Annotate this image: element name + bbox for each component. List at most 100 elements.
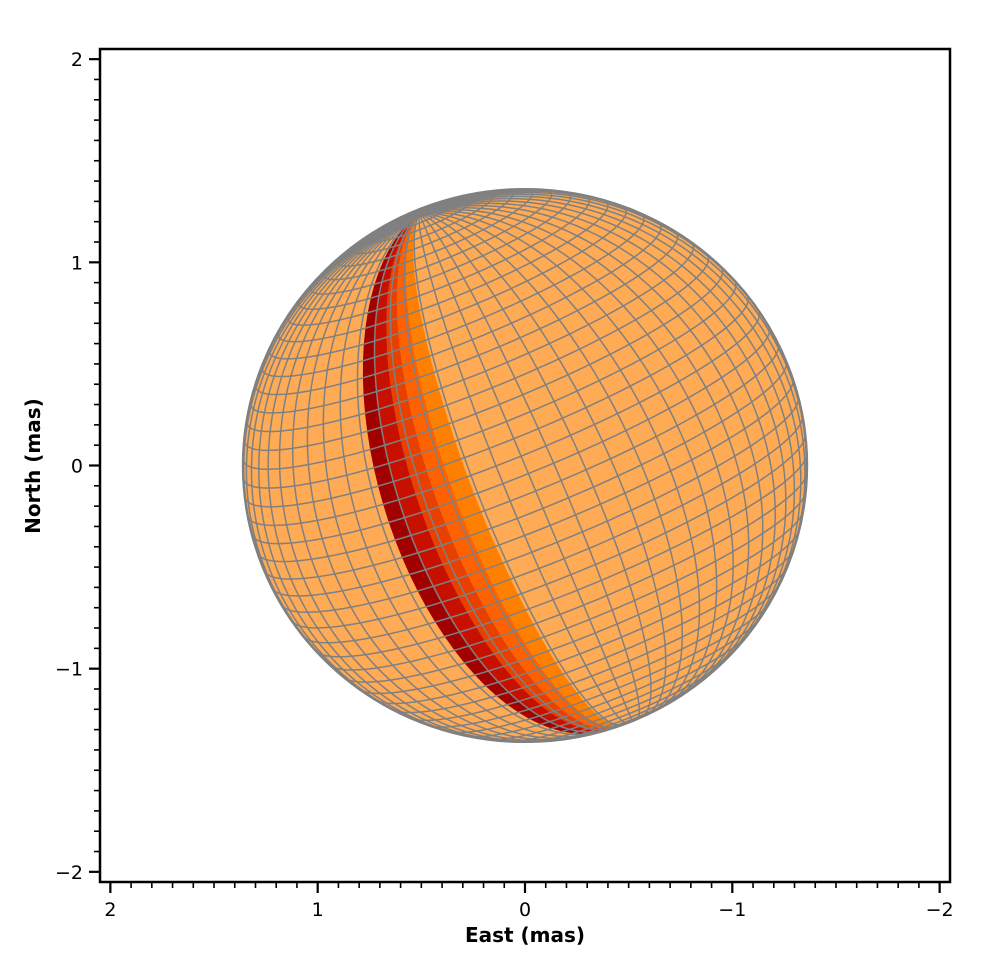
spot-cell [450, 575, 476, 597]
spot-cell [376, 387, 394, 410]
spot-cell [435, 541, 461, 565]
spot-cell [444, 631, 470, 651]
spot-cell [418, 547, 443, 570]
spot-cell [475, 585, 501, 607]
spot-cell [450, 476, 475, 501]
longitude-line [419, 197, 802, 639]
x-tick-label: 2 [104, 899, 116, 921]
latitude-line [471, 220, 662, 341]
spot-cell [390, 382, 409, 405]
spot-cell [507, 701, 530, 713]
latitude-line [242, 403, 500, 470]
spot-cell [385, 255, 396, 270]
spot-cell [388, 276, 398, 293]
spot-cell [408, 394, 428, 418]
latitude-line [298, 271, 445, 310]
spot-cell [525, 637, 549, 657]
spot-cell [464, 658, 489, 675]
spot-cell [386, 333, 400, 354]
spot-cell [363, 391, 380, 414]
latitude-line [589, 492, 807, 621]
latitude-line [520, 309, 761, 457]
spot-cell [517, 624, 542, 644]
y-tick-label: 2 [71, 49, 83, 71]
spot-cell [477, 546, 504, 570]
longitude-line [419, 211, 718, 708]
latitude-line [465, 212, 645, 326]
spot-cell [411, 529, 436, 553]
longitude-line [419, 204, 776, 687]
latitude-line [272, 524, 551, 597]
spot-cell [421, 506, 446, 530]
latitude-line [242, 420, 507, 489]
spot-cell [454, 645, 480, 664]
spot-cell [415, 355, 435, 378]
longitude-line [339, 212, 593, 738]
spot-cell [386, 303, 398, 322]
longitude-line [419, 212, 701, 711]
longitude-line [419, 208, 750, 699]
spot-cell [509, 643, 534, 662]
x-tick-label: 0 [519, 899, 531, 921]
latitude-line [376, 645, 601, 705]
spot-cell [408, 231, 415, 242]
spot-cell [375, 306, 387, 326]
longitude-line [389, 213, 613, 731]
spot-cell [438, 500, 464, 525]
latitude-line [577, 454, 808, 591]
spot-cell [492, 615, 518, 636]
spot-cell [407, 240, 414, 252]
x-tick-label: −2 [926, 899, 954, 921]
star-limb [241, 187, 809, 744]
spot-cell [363, 325, 376, 345]
spot-cell [365, 309, 378, 329]
longitude-line [278, 212, 548, 743]
spot-cell [375, 321, 387, 341]
y-axis-label: North (mas) [21, 398, 45, 534]
longitude-line [322, 212, 585, 740]
spot-cell [406, 271, 416, 287]
spot-cell [443, 458, 468, 483]
plot-area: 2 1 0 −1 −2 2 1 0 −1 −2 [55, 47, 954, 921]
spot-cell [405, 512, 429, 536]
spot-cell [393, 399, 413, 423]
spot-cell [442, 596, 468, 618]
latitude-line [549, 378, 794, 527]
longitude-line [418, 213, 628, 724]
latitude-line [249, 354, 479, 414]
spot-cell [386, 318, 399, 338]
spot-cell [483, 600, 509, 622]
spot-cell [419, 372, 439, 395]
latitude-line [459, 205, 627, 312]
spot-cell [374, 269, 386, 285]
spot-cell [438, 441, 462, 466]
spot-cell [407, 296, 420, 315]
spot-cell [373, 463, 394, 487]
spot-cell [389, 458, 411, 482]
spot-cell [442, 558, 468, 581]
latitude-line [359, 632, 596, 695]
spot-cell [421, 447, 444, 471]
star-surface [241, 187, 809, 744]
latitude-line [291, 557, 565, 629]
spot-cell [386, 289, 398, 307]
spot-cell [379, 404, 397, 427]
spot-cell [428, 524, 453, 548]
y-tick-label: 0 [71, 456, 83, 478]
spot-cell [460, 552, 486, 576]
longitude-line [419, 207, 764, 694]
spot-cell [394, 235, 404, 247]
spot-cell [432, 482, 457, 507]
x-axis-label: East (mas) [465, 923, 585, 947]
longitude-line [419, 195, 806, 592]
x-axis-ticks: 2 1 0 −1 −2 [104, 882, 954, 921]
latitude-line [329, 604, 584, 671]
spot-cell [374, 337, 388, 358]
longitude-line [419, 212, 683, 714]
spot-cell [385, 440, 406, 464]
spot-cell [445, 518, 471, 542]
spot-cell [485, 681, 510, 696]
spot-cell [533, 650, 557, 669]
latitude-line [316, 589, 578, 658]
latitude-line [244, 438, 515, 508]
